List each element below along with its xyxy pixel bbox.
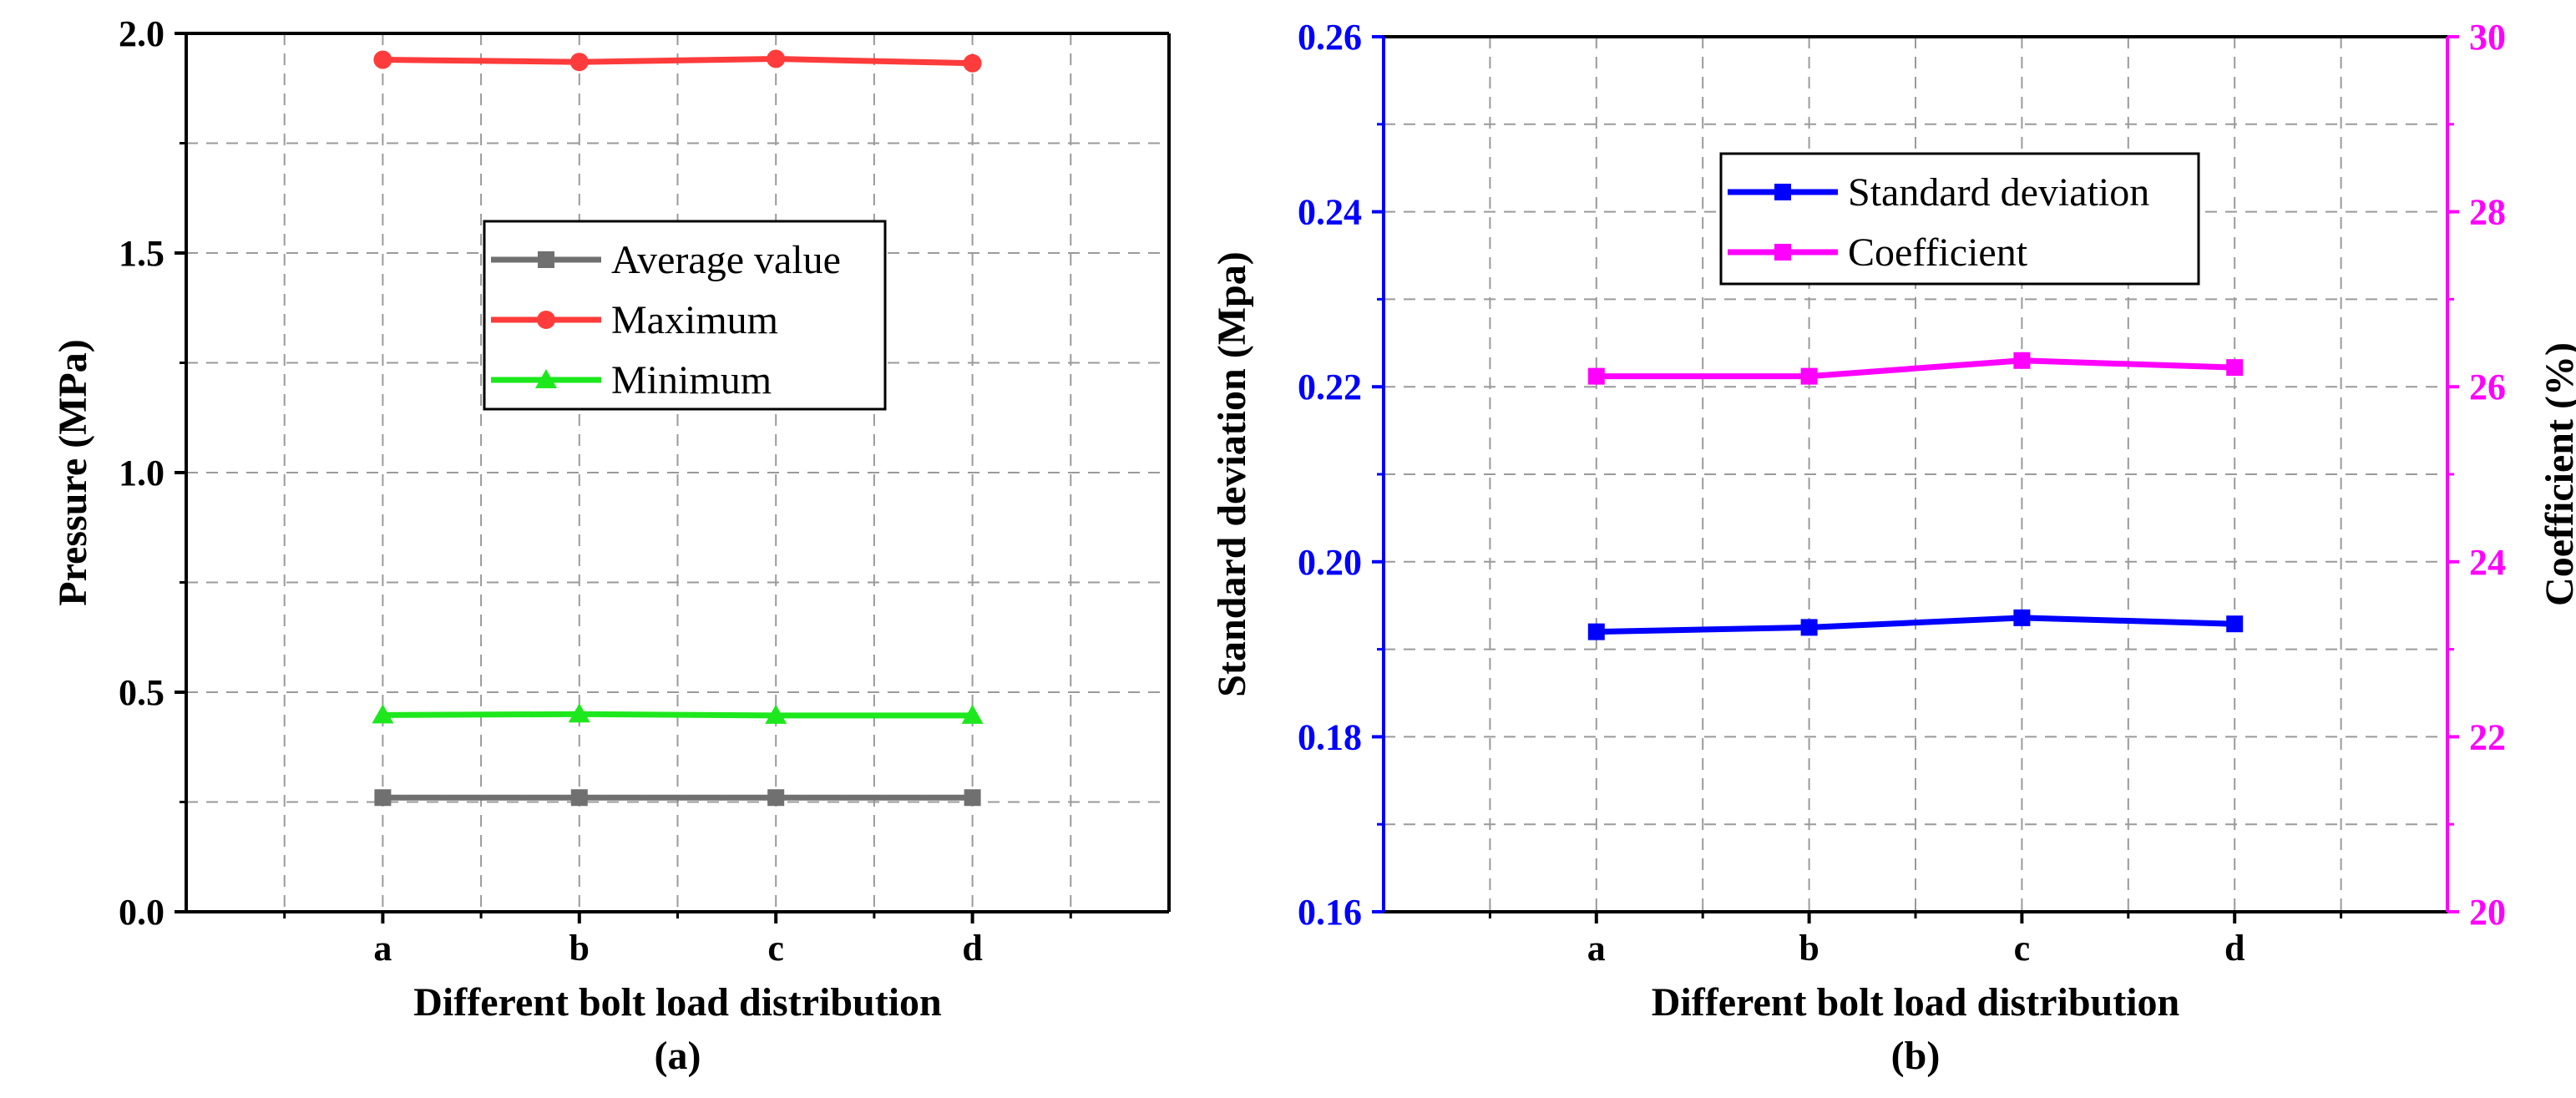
y-tick-label: 0.20	[1298, 542, 1362, 583]
panel-label: (a)	[655, 1034, 701, 1078]
y-right-tick-label: 26	[2469, 367, 2506, 407]
panel-b: 0.16 0.18 0.20 0.22 0.24 0.26 20 22 24 26 28 30 a b c d…	[1210, 17, 2576, 1078]
data-point	[569, 53, 589, 72]
x-tick-label: a	[373, 928, 392, 969]
data-point	[570, 789, 588, 807]
legend-marker	[1774, 184, 1791, 200]
legend-label: Standard deviation	[1848, 170, 2149, 215]
data-point	[767, 49, 786, 68]
panel-label: (b)	[1891, 1034, 1941, 1078]
x-axis-title: Different bolt load distribution	[1652, 980, 2179, 1025]
y-right-tick-label: 28	[2469, 192, 2506, 233]
y-tick-label: 2.0	[119, 13, 164, 54]
data-point	[1800, 619, 1818, 636]
y-tick-label: 0.22	[1298, 367, 1362, 407]
legend-label: Average value	[611, 238, 841, 282]
y-tick-label: 0.16	[1298, 892, 1362, 933]
y-right-tick-label: 22	[2469, 716, 2506, 757]
data-point	[2013, 609, 2031, 626]
data-point	[1800, 367, 1818, 385]
data-point	[767, 789, 785, 807]
data-point	[963, 53, 982, 73]
y-tick-label: 1.0	[119, 453, 164, 493]
y-tick-label: 0.24	[1298, 192, 1362, 233]
x-tick-label: d	[962, 928, 982, 969]
legend	[1719, 152, 2200, 286]
series-line-1	[382, 56, 973, 67]
y-tick-label: 0.0	[119, 892, 164, 933]
y-right-tick-label: 24	[2469, 542, 2506, 583]
legend-marker	[537, 311, 555, 329]
x-axis-title: Different bolt load distribution	[413, 980, 941, 1025]
y-tick-label: 0.26	[1298, 17, 1362, 58]
legend-label: Maximum	[611, 298, 778, 342]
y-right-tick-label: 30	[2469, 17, 2506, 58]
legend-label: Minimum	[611, 358, 772, 402]
x-tick-label: d	[2224, 928, 2245, 969]
series-line-0	[1596, 615, 2235, 635]
legend-marker	[535, 369, 557, 388]
y-right-tick-label: 20	[2469, 892, 2506, 933]
data-point	[1587, 623, 1605, 640]
data-point	[1587, 367, 1605, 385]
panel-a: 0.0 0.5 1.0 1.5 2.0 a b c d Different bolt load d…	[51, 13, 1171, 1078]
series-line-1	[1596, 357, 2235, 380]
data-point	[373, 50, 392, 69]
x-tick-label: a	[1587, 928, 1606, 969]
y-tick-label: 1.5	[119, 233, 164, 274]
x-tick-label: b	[1799, 928, 1819, 969]
legend-marker	[538, 251, 554, 268]
data-point	[961, 704, 984, 724]
legend-marker	[1774, 244, 1791, 261]
y-axis-title: Standard deviation (Mpa)	[1210, 251, 1254, 696]
y-tick-label: 0.18	[1298, 716, 1362, 757]
series-line-2	[382, 711, 973, 719]
data-point	[964, 789, 981, 807]
y-axis-title: Pressure (MPa)	[51, 339, 95, 605]
x-tick-label: c	[2014, 928, 2031, 969]
data-point	[765, 704, 787, 724]
data-point	[372, 704, 394, 724]
y-tick-label: 0.5	[119, 672, 164, 713]
data-point	[568, 703, 590, 723]
data-point	[2013, 352, 2031, 369]
y-axis-right-title: Coefficient (%)	[2538, 342, 2576, 606]
data-point	[374, 789, 392, 807]
legend-label: Coefficient	[1848, 230, 2028, 275]
x-tick-label: b	[569, 928, 590, 969]
x-tick-label: c	[767, 928, 784, 969]
data-point	[2226, 359, 2244, 377]
data-point	[2226, 615, 2244, 633]
